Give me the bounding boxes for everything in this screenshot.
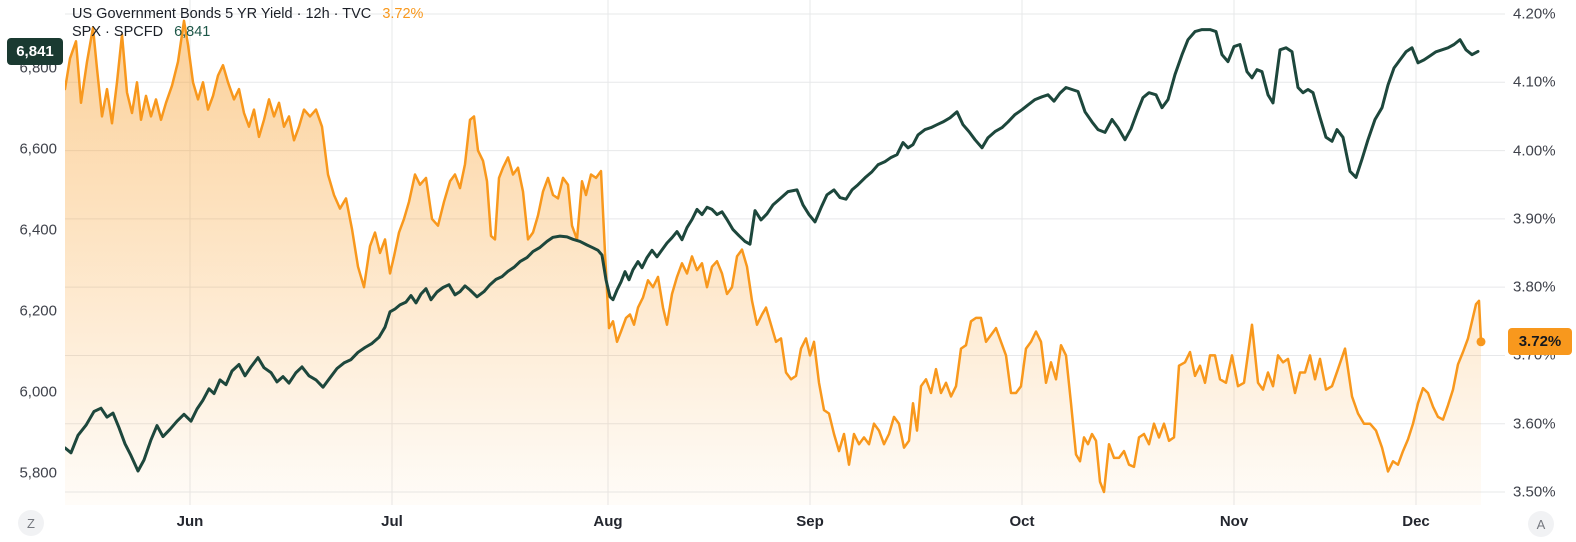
left-price-axis[interactable]: 5,800 6,000 6,200 6,400 6,600 6,800 6,841 [0, 0, 65, 505]
time-axis[interactable]: Jun Jul Aug Sep Oct Nov Dec [0, 505, 1576, 542]
time-axis-label-sep: Sep [796, 513, 824, 530]
chart-canvas[interactable] [65, 0, 1505, 505]
legend-row-spx[interactable]: SPX · SPCFD 6,841 [72, 23, 423, 41]
time-axis-label-oct: Oct [1009, 513, 1035, 530]
left-axis-tick: 6,000 [19, 383, 57, 401]
legend-yield-value: 3.72% [382, 6, 424, 22]
spx-price-badge: 6,841 [7, 37, 63, 65]
left-axis-tick: 6,400 [19, 221, 57, 239]
yield-line [65, 19, 1483, 494]
left-axis-tick: 6,600 [19, 140, 57, 158]
legend-row-yield[interactable]: US Government Bonds 5 YR Yield · 12h · T… [72, 5, 423, 23]
yield-price-badge: 3.72% [1508, 328, 1572, 356]
right-axis-tick: 4.10% [1513, 73, 1556, 91]
right-axis-tick: 3.50% [1513, 483, 1556, 501]
legend: US Government Bonds 5 YR Yield · 12h · T… [72, 5, 423, 41]
time-axis-label-jul: Jul [381, 513, 403, 530]
time-axis-label-nov: Nov [1219, 513, 1249, 530]
legend-spx-title: SPX · SPCFD [72, 24, 164, 40]
time-axis-label-jun: Jun [176, 513, 204, 530]
yield-last-point-marker [1476, 337, 1486, 347]
legend-yield-title: US Government Bonds 5 YR Yield · 12h · T… [72, 6, 372, 22]
left-axis-tick: 6,200 [19, 302, 57, 320]
right-axis-tick: 3.80% [1513, 278, 1556, 296]
auto-scale-button[interactable]: A [1528, 511, 1554, 537]
timezone-button[interactable]: Z [18, 510, 44, 536]
right-axis-tick: 3.60% [1513, 415, 1556, 433]
time-axis-label-dec: Dec [1402, 513, 1430, 530]
yield-area-fill [65, 20, 1481, 505]
time-axis-label-aug: Aug [593, 513, 623, 530]
legend-spx-value: 6,841 [174, 24, 211, 40]
right-axis-tick: 4.20% [1513, 5, 1556, 23]
spx-line [65, 28, 1480, 473]
right-axis-tick: 3.90% [1513, 210, 1556, 228]
left-axis-tick: 5,800 [19, 464, 57, 482]
plot-area[interactable]: US Government Bonds 5 YR Yield · 12h · T… [65, 0, 1505, 505]
right-price-axis[interactable]: 3.50% 3.60% 3.70% 3.80% 3.90% 4.00% 4.10% 4.20%… [1505, 0, 1576, 505]
right-axis-tick: 4.00% [1513, 142, 1556, 160]
